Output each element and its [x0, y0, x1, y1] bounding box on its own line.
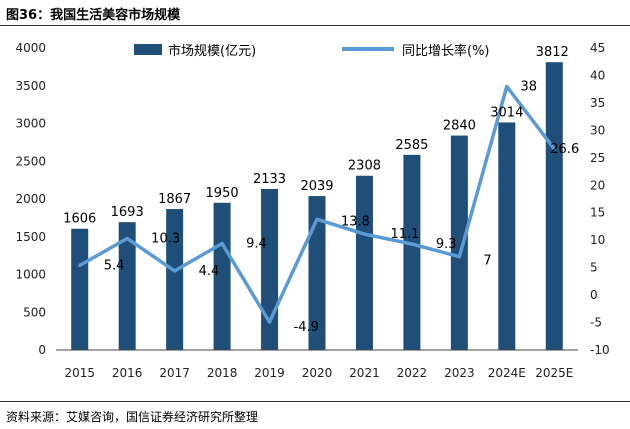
left-tick-label: 1000	[15, 268, 46, 282]
bar-value-label: 3014	[490, 105, 523, 120]
right-tick-label: 25	[590, 151, 605, 165]
bar-labels: 1606 1693 1867 1950 2133 2039 2308 2585 2840 3014…	[63, 45, 569, 227]
left-tick-label: 1500	[15, 230, 46, 244]
line-value-label: 9.3	[436, 237, 457, 252]
bar-value-label: 3812	[536, 45, 569, 60]
left-tick-label: 2000	[15, 192, 46, 206]
bar-value-label: 2308	[348, 159, 381, 174]
x-axis: 2015 2016 2017 2018 2019 2020 2021 2022 2023 2024…	[56, 349, 578, 380]
line-value-label: 7	[483, 254, 491, 269]
growth-point	[78, 263, 82, 267]
left-tick-label: 4000	[15, 41, 46, 55]
x-tick-label: 2017	[159, 366, 190, 380]
bar-value-label: 1606	[63, 212, 96, 227]
left-tick-label: 3000	[15, 117, 46, 131]
bar	[450, 135, 468, 350]
growth-point	[173, 269, 177, 273]
line-labels: 5.4 10.3 4.4 9.4 -4.9 13.8 11.1 9.3 7 38 26.6	[104, 79, 579, 335]
line-value-label: 38	[521, 79, 538, 94]
growth-point	[268, 320, 272, 324]
x-tick-label: 2015	[64, 366, 95, 380]
line-value-label: 5.4	[104, 258, 125, 273]
x-tick-label: 2020	[302, 366, 333, 380]
right-tick-label: 30	[590, 123, 605, 137]
left-tick-label: 3500	[15, 79, 46, 93]
bar	[71, 228, 89, 350]
right-tick-label: -10	[590, 343, 610, 357]
source-note: 资料来源：艾媒咨询，国信证券经济研究所整理	[6, 410, 259, 424]
x-tick-label: 2022	[397, 366, 428, 380]
bar	[355, 175, 373, 350]
bar-value-label: 1950	[206, 186, 239, 201]
x-tick-label: 2025E	[535, 366, 573, 380]
right-tick-label: 40	[590, 68, 605, 82]
legend: 市场规模(亿元) 同比增长率(%)	[134, 43, 490, 59]
growth-point	[362, 232, 366, 236]
bar	[308, 196, 326, 350]
growth-point	[315, 217, 319, 221]
bar	[498, 122, 516, 351]
legend-bar-swatch	[134, 44, 162, 55]
x-tick-label: 2021	[349, 366, 380, 380]
bar-value-label: 2840	[443, 119, 476, 134]
line-value-label: 11.1	[390, 227, 419, 242]
left-tick-label: 2500	[15, 154, 46, 168]
line-value-label: 26.6	[550, 142, 579, 157]
bar-value-label: 2133	[253, 172, 286, 187]
bar	[545, 62, 563, 350]
right-axis: -10 -5 0 5 10 15 20 25 30 35 40 45	[590, 41, 610, 357]
bar	[166, 209, 184, 350]
x-tick-label: 2023	[444, 366, 475, 380]
line-value-label: 13.8	[341, 214, 370, 229]
growth-point	[410, 242, 414, 246]
left-axis: 0 500 1000 1500 2000 2500 3000 3500 4000	[15, 41, 46, 357]
growth-point	[505, 84, 509, 88]
bar-value-label: 1693	[111, 205, 144, 220]
bar	[403, 154, 421, 350]
line-value-label: 9.4	[246, 236, 267, 251]
bar-value-label: 1867	[158, 192, 191, 207]
bottom-rule	[0, 401, 630, 402]
legend-line-label: 同比增长率(%)	[402, 43, 490, 59]
growth-point	[552, 147, 556, 151]
right-tick-label: 5	[590, 261, 598, 275]
right-tick-label: 45	[590, 41, 605, 55]
figure-title: 图36：我国生活美容市场规模	[6, 8, 181, 23]
line-value-label: -4.9	[294, 320, 319, 335]
right-tick-label: -5	[590, 316, 602, 330]
right-tick-label: 0	[590, 288, 598, 302]
right-tick-label: 15	[590, 206, 605, 220]
line-value-label: 10.3	[151, 232, 180, 247]
right-tick-label: 20	[590, 178, 605, 192]
line-series	[78, 84, 556, 324]
left-tick-label: 500	[23, 305, 46, 319]
bar-value-label: 2039	[300, 179, 333, 194]
growth-point	[125, 237, 129, 241]
bar	[213, 202, 231, 350]
growth-point	[220, 241, 224, 245]
bar	[118, 222, 136, 350]
bar	[261, 188, 279, 350]
line-value-label: 4.4	[199, 264, 220, 279]
x-tick-label: 2024E	[488, 366, 526, 380]
top-rule	[0, 25, 630, 26]
right-tick-label: 35	[590, 96, 605, 110]
left-tick-label: 0	[38, 343, 46, 357]
x-tick-label: 2016	[112, 366, 143, 380]
x-tick-label: 2019	[254, 366, 285, 380]
legend-bar-label: 市场规模(亿元)	[168, 43, 256, 59]
growth-point	[457, 255, 461, 259]
right-tick-label: 10	[590, 233, 605, 247]
bar-series	[71, 62, 563, 351]
x-tick-label: 2018	[207, 366, 238, 380]
bar-value-label: 2585	[395, 138, 428, 153]
